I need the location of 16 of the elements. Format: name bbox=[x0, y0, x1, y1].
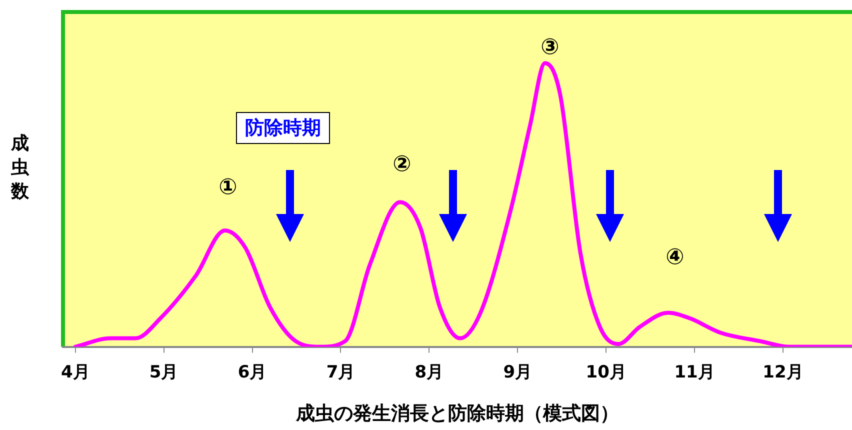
x-tick-label: 6月 bbox=[238, 362, 267, 382]
annotation: ① bbox=[218, 174, 238, 202]
x-tick-label: 9月 bbox=[503, 362, 532, 382]
annotation: ④ bbox=[664, 244, 686, 272]
x-tick-label: 10月 bbox=[586, 362, 626, 382]
x-axis-title: 成虫の発生消長と防除時期（模式図） bbox=[295, 402, 619, 425]
annotation: ② bbox=[392, 151, 412, 179]
annotation: 防除時期 bbox=[236, 112, 330, 144]
x-tick-label: 7月 bbox=[326, 362, 356, 382]
text: ③ bbox=[540, 34, 560, 62]
x-tick-label: 12月 bbox=[762, 362, 804, 382]
x-tick-label: 4月 bbox=[60, 362, 90, 382]
x-tick-label: 8月 bbox=[414, 362, 444, 382]
x-tick-label: 11月 bbox=[674, 362, 715, 382]
x-tick-label: 5月 bbox=[149, 362, 178, 382]
y-axis-title: 成虫数 bbox=[10, 132, 30, 204]
